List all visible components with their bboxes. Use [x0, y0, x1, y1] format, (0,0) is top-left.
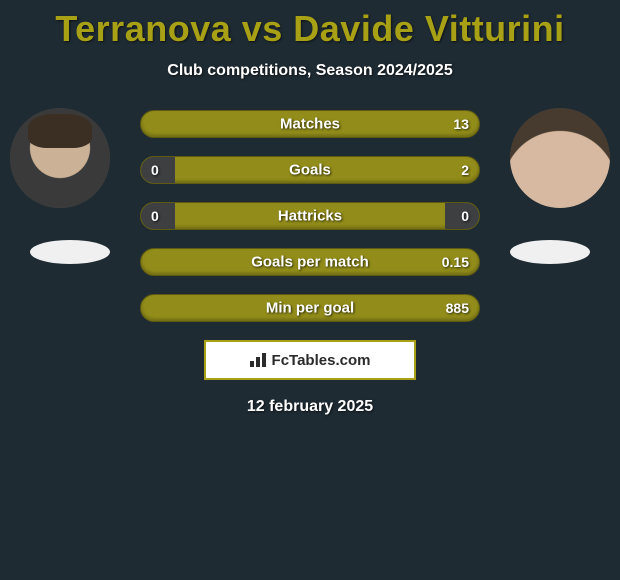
stat-bar: 0.15 Goals per match [140, 248, 480, 276]
watermark: FcTables.com [204, 340, 416, 380]
stat-value-right: 13 [453, 116, 469, 132]
stat-bar: 0 2 Goals [140, 156, 480, 184]
club-right-badge [510, 240, 590, 264]
page-title: Terranova vs Davide Vitturini [0, 8, 620, 50]
stat-label: Min per goal [266, 300, 354, 317]
stat-label: Goals [289, 162, 331, 179]
stat-bar: 885 Min per goal [140, 294, 480, 322]
chart-bars-icon [250, 353, 268, 367]
avatar-placeholder-icon [10, 108, 110, 208]
stat-label: Goals per match [251, 254, 369, 271]
date-label: 12 february 2025 [0, 398, 620, 416]
comparison-area: 13 Matches 0 2 Goals 0 0 Hattricks 0.15 Goals per… [0, 108, 620, 322]
stat-label: Matches [280, 116, 340, 133]
stat-value-left: 0 [151, 162, 159, 178]
stat-bar: 0 0 Hattricks [140, 202, 480, 230]
subtitle: Club competitions, Season 2024/2025 [0, 62, 620, 80]
stat-bars: 13 Matches 0 2 Goals 0 0 Hattricks 0.15 Goals per… [140, 108, 480, 322]
club-left-badge [30, 240, 110, 264]
stat-bar: 13 Matches [140, 110, 480, 138]
stat-value-right: 0 [461, 208, 469, 224]
stat-value-right: 885 [446, 300, 469, 316]
stat-value-right: 0.15 [442, 254, 469, 270]
stat-value-left: 0 [151, 208, 159, 224]
watermark-text: FcTables.com [272, 352, 371, 369]
stat-label: Hattricks [278, 208, 342, 225]
infographic-root: Terranova vs Davide Vitturini Club compe… [0, 0, 620, 416]
avatar-placeholder-icon [510, 108, 610, 208]
player-right-avatar [510, 108, 610, 208]
player-left-avatar [10, 108, 110, 208]
stat-value-right: 2 [461, 162, 469, 178]
